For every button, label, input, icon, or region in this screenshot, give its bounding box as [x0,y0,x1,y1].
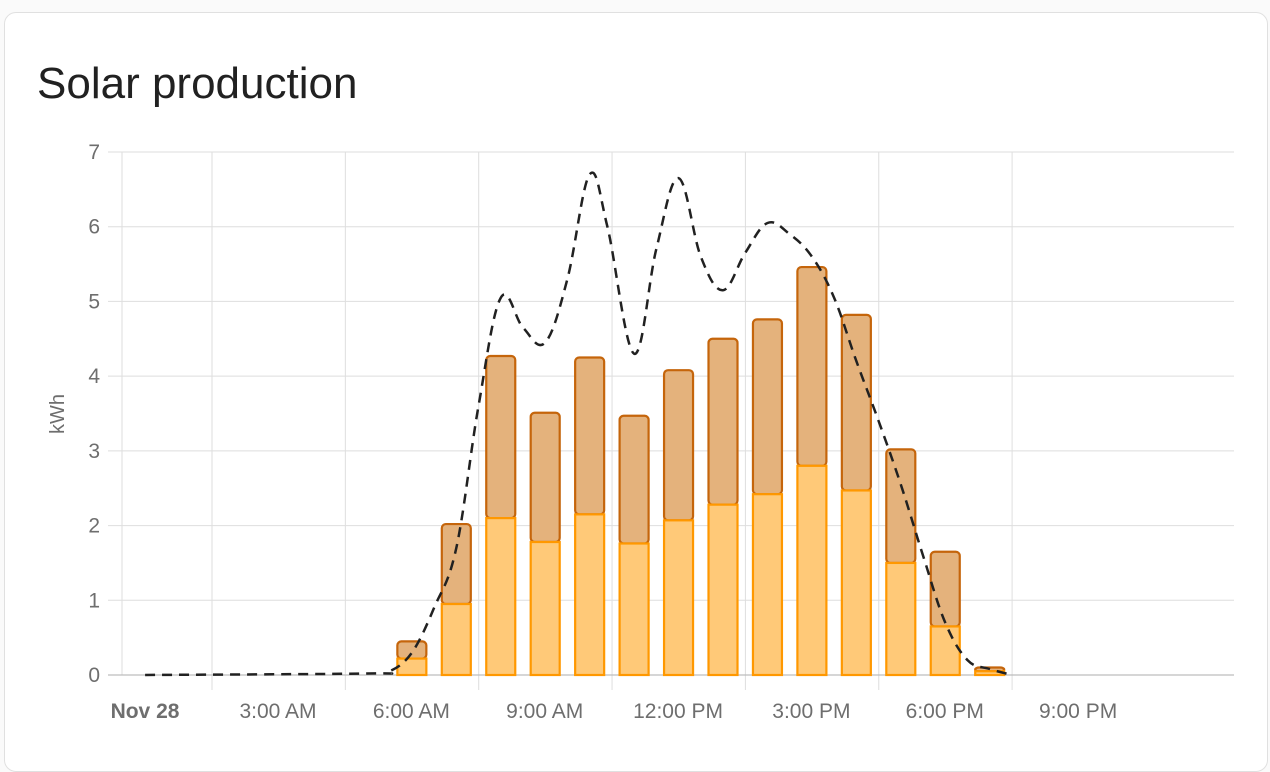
bar-segment-upper [885,448,917,565]
x-tick-label: 6:00 PM [906,700,984,723]
bar-segment-upper [840,313,872,492]
y-tick-label: 5 [88,290,100,313]
bar-segment-lower [707,503,739,677]
bar-segment-upper [529,411,561,544]
forecast-line [145,171,1013,677]
bar-segment-upper [662,369,695,522]
bar-segment-upper [440,522,472,606]
bar-segment-upper [751,318,784,496]
x-tick-label: 9:00 AM [506,700,583,723]
bar-segment-lower [574,513,606,677]
card-title: Solar production [37,59,358,108]
bar-segment-lower [840,489,872,677]
y-tick-label: 1 [88,589,100,612]
y-tick-label: 3 [88,440,100,463]
y-tick-label: 0 [88,664,100,687]
bar-segment-upper [396,640,428,660]
bar-segment-lower [485,516,517,677]
bar-segment-lower [662,519,695,677]
bars-group [396,265,1006,677]
y-tick-label: 2 [88,515,100,538]
x-tick-label: 3:00 AM [239,700,316,723]
x-tick-label: 9:00 PM [1039,700,1117,723]
bar-segment-upper [796,265,828,467]
bar-segment-lower [440,602,472,677]
bar-segment-upper [485,354,517,520]
bar-segment-upper [707,337,739,506]
x-tick-label: 6:00 AM [373,700,450,723]
x-tick-label: 12:00 PM [633,700,723,723]
y-axis-title: kWh [47,394,69,434]
y-tick-label: 4 [88,365,100,388]
bar-segment-lower [796,464,828,677]
bar-segment-lower [618,542,650,677]
bar-segment-lower [929,625,961,677]
y-tick-label: 7 [88,141,100,164]
x-tick-label: 3:00 PM [772,700,850,723]
bar-segment-upper [618,414,650,545]
x-tick-label-date: Nov 28 [111,700,180,723]
bar-segment-upper [929,550,961,628]
bar-segment-upper [574,356,606,516]
y-tick-label: 6 [88,216,100,239]
bar-segment-lower [751,493,784,677]
bar-segment-lower [885,561,917,677]
bar-segment-lower [396,657,428,677]
bar-segment-lower [529,540,561,677]
chart-grid: 0 1 2 3 4 5 6 7 Nov 28 3:00 AM 6:00 AM 9:00 AM 12:00… [88,141,1234,723]
